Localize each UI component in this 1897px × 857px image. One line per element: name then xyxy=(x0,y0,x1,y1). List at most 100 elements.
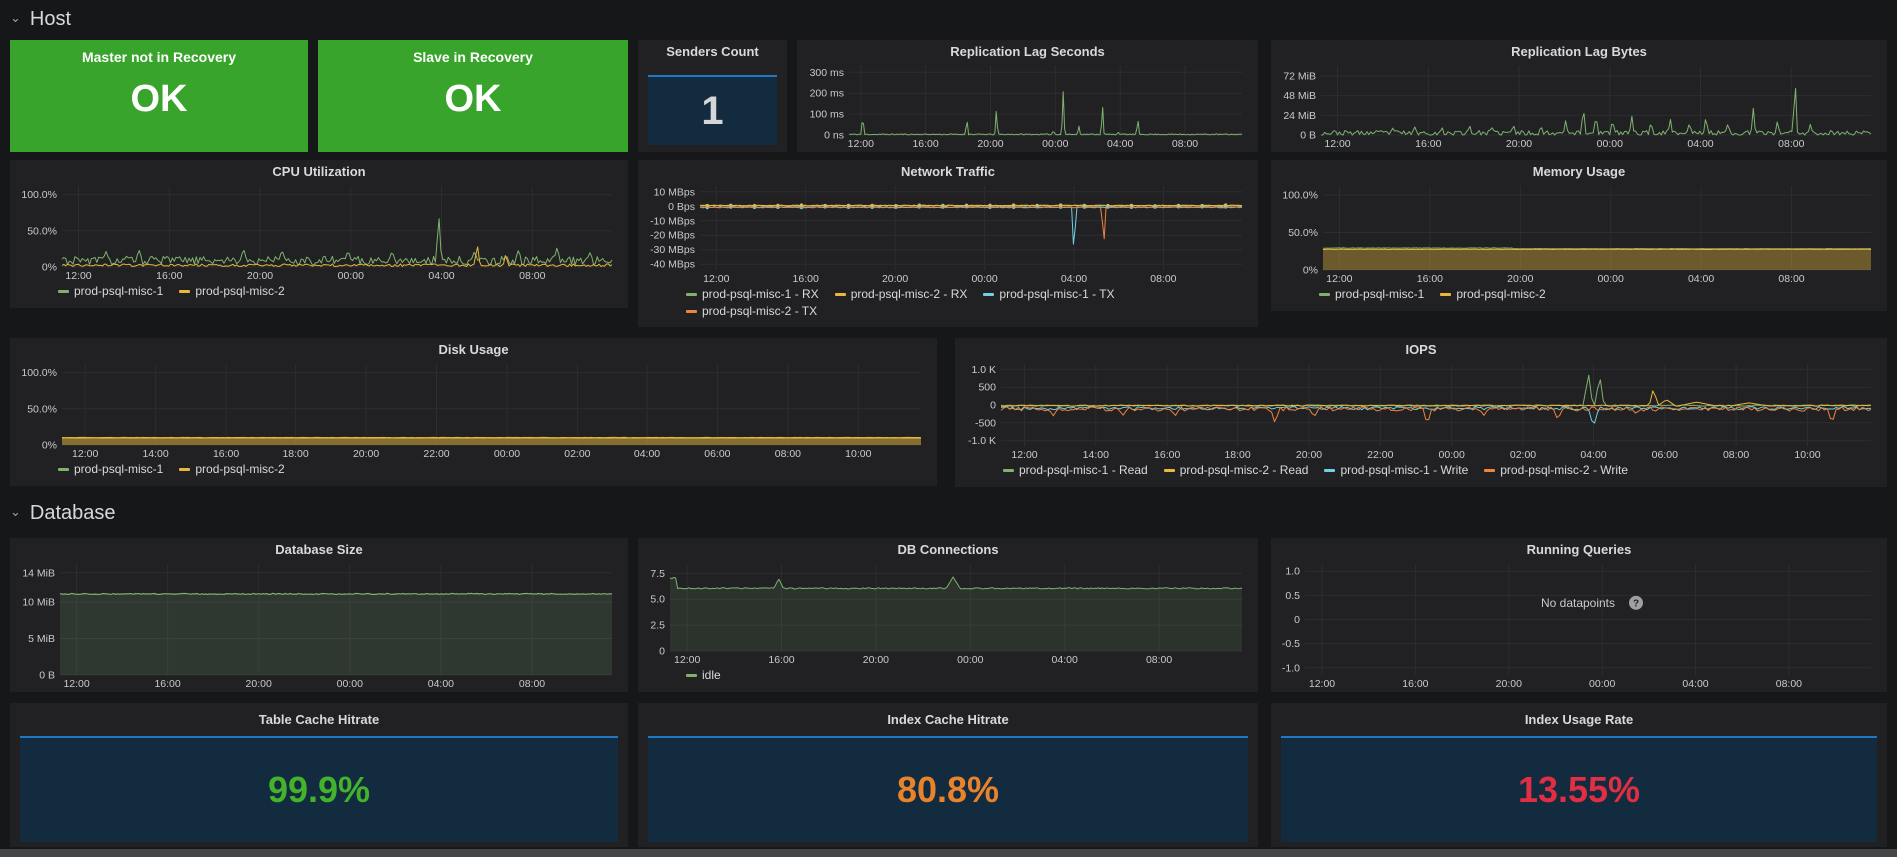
panel-title[interactable]: Memory Usage xyxy=(1532,164,1626,179)
svg-text:04:00: 04:00 xyxy=(428,270,454,282)
memory-usage-chart[interactable]: 12:00 16:00 20:00 00:00 04:00 08:00 100.0% 50.0… xyxy=(1277,182,1881,285)
svg-text:10:00: 10:00 xyxy=(1794,449,1820,461)
legend-item[interactable]: prod-psql-misc-1 - RX xyxy=(686,286,819,303)
sparkline-area: 80.8% xyxy=(648,736,1248,842)
sparkline-area: 99.9% xyxy=(20,736,618,842)
svg-text:100.0%: 100.0% xyxy=(21,367,57,379)
db-connections-chart[interactable]: 12:00 16:00 20:00 00:00 04:00 08:00 7.5 5.0 2.5 0 xyxy=(644,560,1252,666)
svg-text:00:00: 00:00 xyxy=(1597,138,1623,150)
sparkline-area: 13.55% xyxy=(1281,736,1877,842)
legend-item[interactable]: prod-psql-misc-2 - TX xyxy=(686,303,817,320)
legend-item[interactable]: prod-psql-misc-2 xyxy=(1440,286,1546,303)
panel-title[interactable]: Master not in Recovery xyxy=(81,49,237,65)
legend-item[interactable]: idle xyxy=(686,667,721,684)
svg-text:72 MiB: 72 MiB xyxy=(1283,70,1316,82)
replication-lag-seconds-chart[interactable]: 12:00 16:00 20:00 00:00 04:00 08:00 300 ms 200 … xyxy=(803,62,1252,150)
panel-title[interactable]: Replication Lag Bytes xyxy=(1511,44,1647,59)
svg-text:20:00: 20:00 xyxy=(353,448,379,460)
svg-text:04:00: 04:00 xyxy=(1687,138,1713,150)
stat-value: 80.8% xyxy=(896,769,1000,810)
database-size-chart[interactable]: 12:00 16:00 20:00 00:00 04:00 08:00 14 MiB 10 M… xyxy=(16,560,622,690)
svg-text:0 B: 0 B xyxy=(39,670,55,682)
legend-item[interactable]: prod-psql-misc-2 xyxy=(179,461,285,478)
legend-item[interactable]: prod-psql-misc-2 - RX xyxy=(834,286,968,303)
section-label: Database xyxy=(29,502,116,524)
svg-text:12:00: 12:00 xyxy=(848,138,874,150)
svg-text:20:00: 20:00 xyxy=(977,138,1003,150)
panel-title[interactable]: DB Connections xyxy=(897,542,999,557)
panel-title[interactable]: CPU Utilization xyxy=(272,164,366,179)
panel-title[interactable]: Running Queries xyxy=(1526,542,1632,557)
panel-table-cache-hitrate: Table Cache Hitrate 99.9% xyxy=(10,703,628,847)
running-queries-chart[interactable]: 12:00 16:00 20:00 00:00 04:00 08:00 1.0 0.5 0 -0.… xyxy=(1277,560,1881,690)
svg-text:20:00: 20:00 xyxy=(247,270,273,282)
legend-label: prod-psql-misc-1 - RX xyxy=(702,287,819,301)
legend-item[interactable]: prod-psql-misc-1 - Read xyxy=(1003,462,1148,479)
svg-text:06:00: 06:00 xyxy=(704,448,730,460)
legend-item[interactable]: prod-psql-misc-1 xyxy=(58,283,163,300)
svg-text:10 MBps: 10 MBps xyxy=(654,186,695,198)
panel-title[interactable]: Senders Count xyxy=(666,44,759,59)
legend-item[interactable]: prod-psql-misc-2 - Write xyxy=(1484,462,1628,479)
panel-title[interactable]: Network Traffic xyxy=(901,164,995,179)
section-header-database[interactable]: ⌄ Database xyxy=(10,502,116,525)
svg-text:16:00: 16:00 xyxy=(912,138,938,150)
replication-lag-bytes-chart[interactable]: 12:00 16:00 20:00 00:00 04:00 08:00 72 MiB 48 M… xyxy=(1277,62,1881,150)
legend-item[interactable]: prod-psql-misc-1 - TX xyxy=(983,286,1115,303)
panel-title[interactable]: Slave in Recovery xyxy=(413,49,533,65)
series-color-dash xyxy=(1484,469,1496,472)
legend-item[interactable]: prod-psql-misc-1 - Write xyxy=(1324,462,1468,479)
sparkline-area: 1 xyxy=(648,75,777,145)
legend-label: prod-psql-misc-2 xyxy=(195,462,285,476)
svg-text:00:00: 00:00 xyxy=(1042,138,1068,150)
stat-value: 1 xyxy=(701,88,724,133)
svg-text:16:00: 16:00 xyxy=(1417,273,1443,285)
legend-label: prod-psql-misc-2 - TX xyxy=(702,304,818,318)
svg-text:18:00: 18:00 xyxy=(1224,449,1250,461)
panel-title[interactable]: Disk Usage xyxy=(438,342,509,357)
svg-text:-0.5: -0.5 xyxy=(1282,638,1300,650)
iops-chart[interactable]: 12:00 14:00 16:00 18:00 20:00 22:00 00:00 02:00… xyxy=(961,360,1881,461)
series-color-dash xyxy=(1319,293,1330,296)
svg-text:08:00: 08:00 xyxy=(519,270,545,282)
svg-text:22:00: 22:00 xyxy=(1367,449,1393,461)
panel-title[interactable]: Index Usage Rate xyxy=(1524,712,1634,727)
section-header-host[interactable]: ⌄ Host xyxy=(10,8,71,31)
svg-text:00:00: 00:00 xyxy=(1439,449,1465,461)
cpu-utilization-chart[interactable]: 12:00 16:00 20:00 00:00 04:00 08:00 100.0% 50.0… xyxy=(16,182,622,282)
svg-text:08:00: 08:00 xyxy=(1776,678,1802,690)
svg-text:00:00: 00:00 xyxy=(338,270,364,282)
section-label: Host xyxy=(29,8,72,30)
panel-title[interactable]: Replication Lag Seconds xyxy=(950,44,1105,59)
series-color-dash xyxy=(686,293,697,296)
svg-text:1.0 K: 1.0 K xyxy=(971,364,996,376)
svg-text:-30 MBps: -30 MBps xyxy=(650,244,695,256)
svg-text:16:00: 16:00 xyxy=(1415,138,1441,150)
series-color-dash xyxy=(58,290,69,293)
disk-usage-chart[interactable]: 12:00 14:00 16:00 18:00 20:00 22:00 00:00 02:00… xyxy=(16,360,931,460)
legend-label: prod-psql-misc-1 - TX xyxy=(999,287,1115,301)
svg-text:18:00: 18:00 xyxy=(282,448,308,460)
panel-title[interactable]: Database Size xyxy=(275,542,363,557)
legend-item[interactable]: prod-psql-misc-1 xyxy=(1319,286,1424,303)
legend-item[interactable]: prod-psql-misc-2 xyxy=(179,283,285,300)
legend-label: prod-psql-misc-2 - RX xyxy=(850,287,968,301)
legend-item[interactable]: prod-psql-misc-2 - Read xyxy=(1163,462,1308,479)
svg-text:0 ns: 0 ns xyxy=(824,130,844,142)
svg-text:10 MiB: 10 MiB xyxy=(22,597,55,609)
chevron-down-icon: ⌄ xyxy=(10,503,21,519)
svg-text:04:00: 04:00 xyxy=(1061,273,1087,285)
series-color-dash xyxy=(686,674,697,677)
panel-title[interactable]: Table Cache Hitrate xyxy=(258,712,380,727)
series-color-dash xyxy=(58,468,69,471)
svg-text:-10 MBps: -10 MBps xyxy=(650,215,695,227)
legend-label: prod-psql-misc-2 xyxy=(1456,287,1546,301)
panel-title[interactable]: IOPS xyxy=(1405,342,1437,357)
svg-text:04:00: 04:00 xyxy=(1052,654,1078,666)
panel-title[interactable]: Index Cache Hitrate xyxy=(887,712,1009,727)
network-traffic-chart[interactable]: 12:00 16:00 20:00 00:00 04:00 08:00 10 MBps 0 B… xyxy=(644,182,1252,285)
svg-text:0.5: 0.5 xyxy=(1285,590,1300,602)
svg-text:16:00: 16:00 xyxy=(154,678,180,690)
legend-item[interactable]: prod-psql-misc-1 xyxy=(58,461,163,478)
svg-text:20:00: 20:00 xyxy=(1496,678,1522,690)
